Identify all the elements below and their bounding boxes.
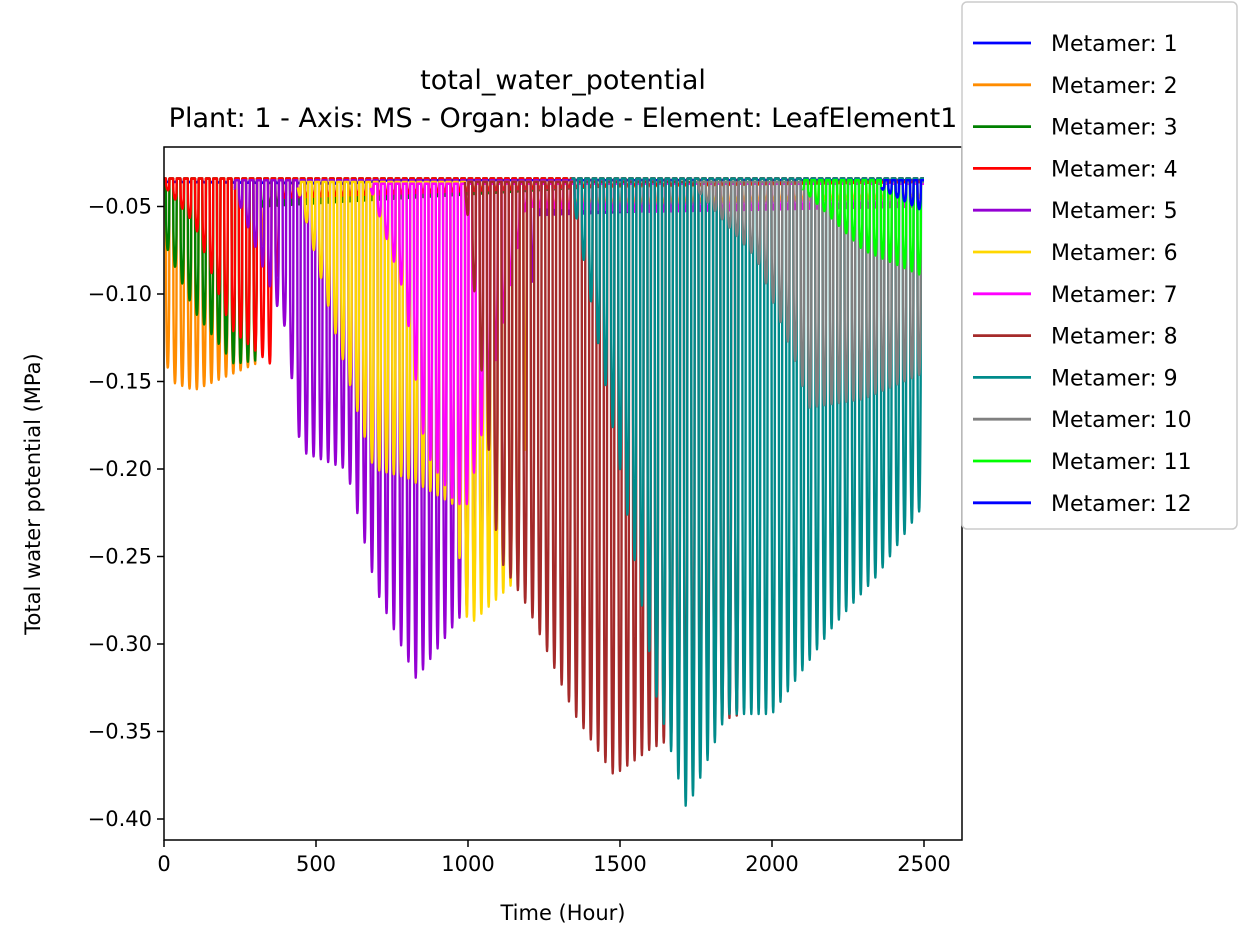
series-line-9 (570, 177, 925, 807)
y-tick-label: −0.25 (88, 545, 152, 569)
x-tick-label: 0 (157, 852, 170, 876)
y-tick-label: −0.15 (88, 370, 152, 394)
legend-entry: Metamer: 7 (1051, 283, 1178, 308)
series-layer (163, 177, 925, 807)
series-line-10 (695, 180, 925, 409)
legend-entry: Metamer: 4 (1051, 157, 1178, 182)
legend-entry: Metamer: 10 (1051, 408, 1192, 433)
legend: Metamer: 1 Metamer: 2 Metamer: 3 Metamer: 4… (961, 1, 1238, 530)
y-axis: −0.05 −0.10 −0.15 −0.20 −0.25 −0.30 −0.35 −0.40 (88, 195, 164, 831)
y-tick-label: −0.10 (88, 282, 152, 306)
legend-entry: Metamer: 6 (1051, 241, 1178, 266)
y-tick-label: −0.40 (88, 807, 152, 831)
x-tick-label: 1000 (441, 852, 494, 876)
x-tick-label: 2500 (897, 852, 950, 876)
legend-entry: Metamer: 5 (1051, 199, 1178, 224)
legend-box (961, 1, 1238, 530)
x-tick-label: 500 (296, 852, 336, 876)
x-tick-label: 1500 (593, 852, 646, 876)
x-axis: 0 500 1000 1500 2000 2500 (157, 840, 951, 876)
legend-entry: Metamer: 12 (1051, 492, 1192, 517)
legend-entry: Metamer: 3 (1051, 116, 1178, 141)
y-tick-label: −0.20 (88, 457, 152, 481)
y-axis-label: Total water potential (MPa) (21, 353, 45, 635)
legend-entry: Metamer: 9 (1051, 366, 1178, 391)
legend-entry: Metamer: 11 (1051, 450, 1192, 475)
legend-entry: Metamer: 2 (1051, 74, 1178, 99)
chart-subtitle: Plant: 1 - Axis: MS - Organ: blade - Ele… (169, 103, 958, 134)
chart-title: total_water_potential (420, 65, 706, 96)
y-tick-label: −0.35 (88, 720, 152, 744)
legend-entry: Metamer: 1 (1051, 32, 1178, 57)
y-tick-label: −0.30 (88, 632, 152, 656)
series-line-11 (801, 179, 925, 276)
series-line-12 (880, 179, 925, 211)
y-tick-label: −0.05 (88, 195, 152, 219)
legend-entry: Metamer: 8 (1051, 325, 1178, 350)
x-axis-label: Time (Hour) (499, 901, 625, 925)
x-tick-label: 2000 (745, 852, 798, 876)
